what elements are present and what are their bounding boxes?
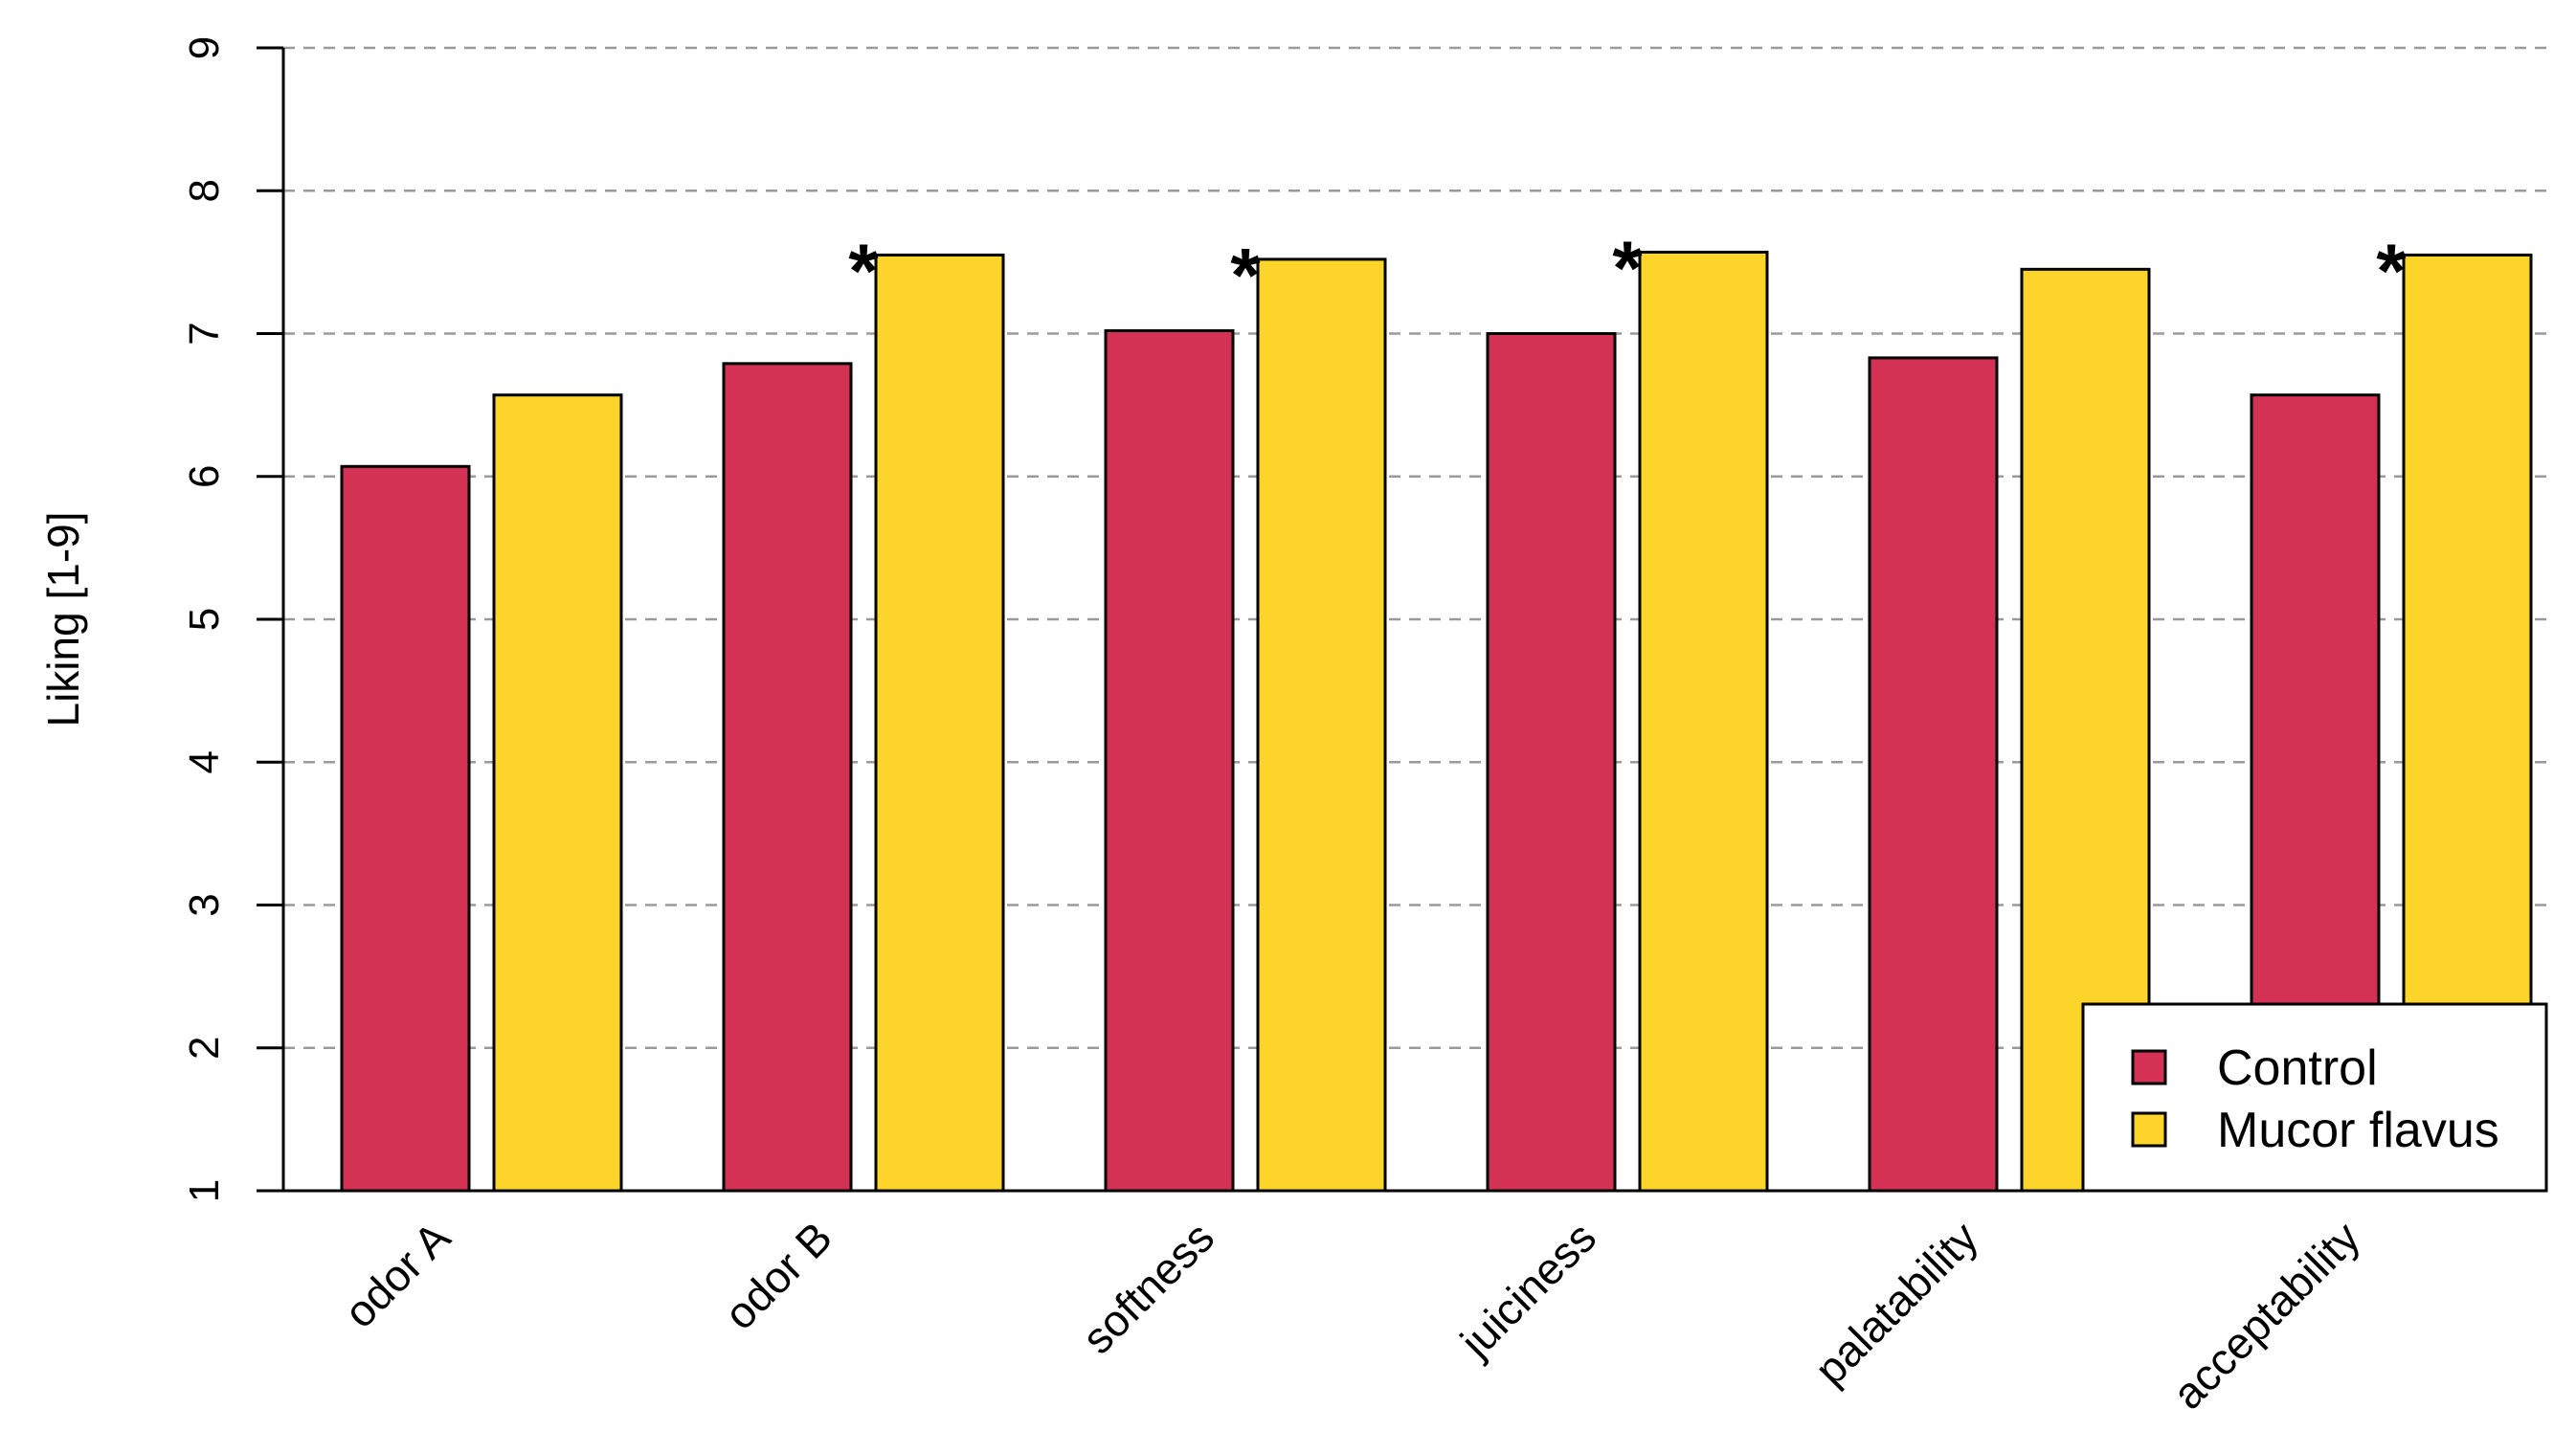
bar-odor-B-control xyxy=(722,362,853,1193)
bar-juiciness-mucor-flavus xyxy=(1638,250,1769,1193)
y-tick-label-6: 6 xyxy=(181,465,228,488)
legend-label-mucor-flavus: Mucor flavus xyxy=(2217,1103,2499,1158)
x-axis-category-labels: odor A odor B softness juiciness palatabilit… xyxy=(334,1212,2369,1419)
legend: Control Mucor flavus xyxy=(2081,1002,2548,1193)
y-tick-label-2: 2 xyxy=(181,1037,228,1060)
x-tick-label-softness: softness xyxy=(1072,1212,1223,1363)
y-tick-label-1: 1 xyxy=(181,1179,228,1202)
x-tick-label-acceptability: acceptability xyxy=(2162,1212,2369,1419)
y-axis-title: Liking [1-9] xyxy=(38,511,88,727)
y-tick-label-7: 7 xyxy=(181,322,228,345)
y-tick-label-3: 3 xyxy=(181,893,228,916)
significance-marks: * * * * xyxy=(848,225,2407,317)
bar-palatability-control xyxy=(1868,356,1999,1193)
significance-asterisk-odor-B: * xyxy=(848,228,879,313)
bar-softness-mucor-flavus xyxy=(1256,257,1387,1193)
legend-swatch-mucor-flavus xyxy=(2131,1111,2167,1148)
x-tick-label-palatability: palatability xyxy=(1805,1212,1987,1394)
legend-box xyxy=(2081,1002,2548,1193)
y-tick-label-9: 9 xyxy=(181,36,228,59)
bar-odor-B-mucor-flavus xyxy=(874,253,1005,1193)
legend-swatch-control xyxy=(2131,1049,2167,1085)
bar-juiciness-control xyxy=(1486,332,1617,1193)
legend-label-control: Control xyxy=(2217,1040,2378,1096)
bar-odor-A-mucor-flavus xyxy=(492,393,623,1193)
x-tick-label-odor-B: odor B xyxy=(714,1212,841,1339)
x-tick-label-juiciness: juiciness xyxy=(1449,1212,1605,1368)
y-tick-label-4: 4 xyxy=(181,750,228,773)
significance-asterisk-softness: * xyxy=(1230,233,1261,318)
y-tick-label-5: 5 xyxy=(181,608,228,631)
y-axis-ticks: 1 2 3 4 5 6 7 8 9 xyxy=(181,36,283,1202)
gridlines xyxy=(283,46,2546,1049)
significance-asterisk-acceptability: * xyxy=(2376,228,2407,313)
significance-asterisk-juiciness: * xyxy=(1612,225,1643,310)
bar-odor-A-control xyxy=(340,464,471,1193)
bar-softness-control xyxy=(1104,329,1235,1193)
y-tick-label-8: 8 xyxy=(181,179,228,202)
x-tick-label-odor-A: odor A xyxy=(334,1212,459,1337)
